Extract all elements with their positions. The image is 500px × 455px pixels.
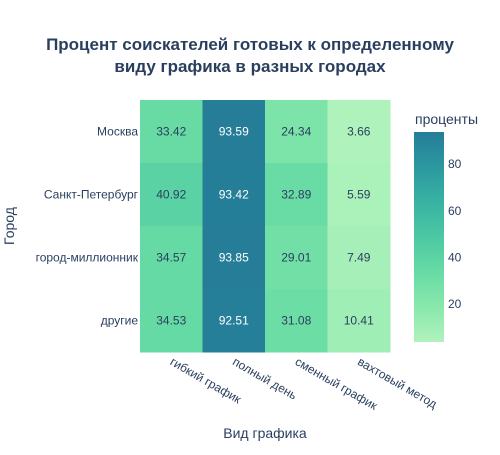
chart-title-line-2: виду графика в разных городах	[114, 57, 386, 76]
cell-value-label: 93.42	[219, 188, 249, 202]
cell-value-label: 34.57	[156, 251, 186, 265]
heatmap-cell	[327, 289, 391, 353]
cell-value-label: 32.89	[281, 188, 311, 202]
y-tick-label: Москва	[97, 125, 138, 139]
x-axis-title: Вид графика	[223, 425, 307, 441]
cell-value-label: 29.01	[281, 251, 311, 265]
cell-value-label: 34.53	[156, 314, 186, 328]
heatmap-cell	[327, 226, 391, 290]
cell-value-label: 93.59	[219, 125, 249, 139]
cell-value-label: 5.59	[347, 188, 371, 202]
heatmap-cell	[140, 100, 203, 164]
y-axis-title: Город	[1, 207, 17, 245]
heatmap-cell	[202, 289, 266, 353]
heatmap-cell	[140, 226, 203, 290]
y-axis-ticks: Москва Санкт-Петербург город-миллионник дру…	[36, 125, 139, 328]
chart-title-line-1: Процент соискателей готовых к определенн…	[46, 35, 454, 54]
colorbar-tick-label: 60	[448, 204, 462, 218]
y-tick-label: другие	[101, 314, 139, 328]
y-tick-label: Санкт-Петербург	[44, 188, 139, 202]
heatmap-cell	[202, 100, 266, 164]
cell-value-label: 33.42	[156, 125, 186, 139]
heatmap-cell	[265, 289, 328, 353]
heatmap-cells: 33.42 93.59 24.34 3.66 40.92 93.42 32.89 5.59 34…	[140, 100, 391, 353]
heatmap-cell	[265, 100, 328, 164]
heatmap-cell	[202, 226, 266, 290]
colorbar-tick-label: 40	[448, 250, 462, 264]
colorbar-ticks: 20 40 60 80	[448, 157, 462, 311]
cell-value-label: 10.41	[344, 314, 374, 328]
cell-value-label: 7.49	[347, 251, 371, 265]
colorbar-title: проценты	[415, 111, 478, 127]
colorbar	[414, 132, 444, 342]
heatmap-cell	[202, 163, 266, 227]
colorbar-tick-label: 20	[448, 297, 462, 311]
colorbar-tick-label: 80	[448, 157, 462, 171]
cell-value-label: 92.51	[219, 314, 249, 328]
heatmap-cell	[327, 100, 391, 164]
heatmap-cell	[140, 163, 203, 227]
cell-value-label: 93.85	[219, 251, 249, 265]
heatmap-cell	[140, 289, 203, 353]
cell-value-label: 31.08	[281, 314, 311, 328]
cell-value-label: 40.92	[156, 188, 186, 202]
heatmap-cell	[327, 163, 391, 227]
heatmap-cell	[265, 163, 328, 227]
heatmap-cell	[265, 226, 328, 290]
y-tick-label: город-миллионник	[36, 251, 139, 265]
cell-value-label: 24.34	[281, 125, 311, 139]
cell-value-label: 3.66	[347, 125, 371, 139]
